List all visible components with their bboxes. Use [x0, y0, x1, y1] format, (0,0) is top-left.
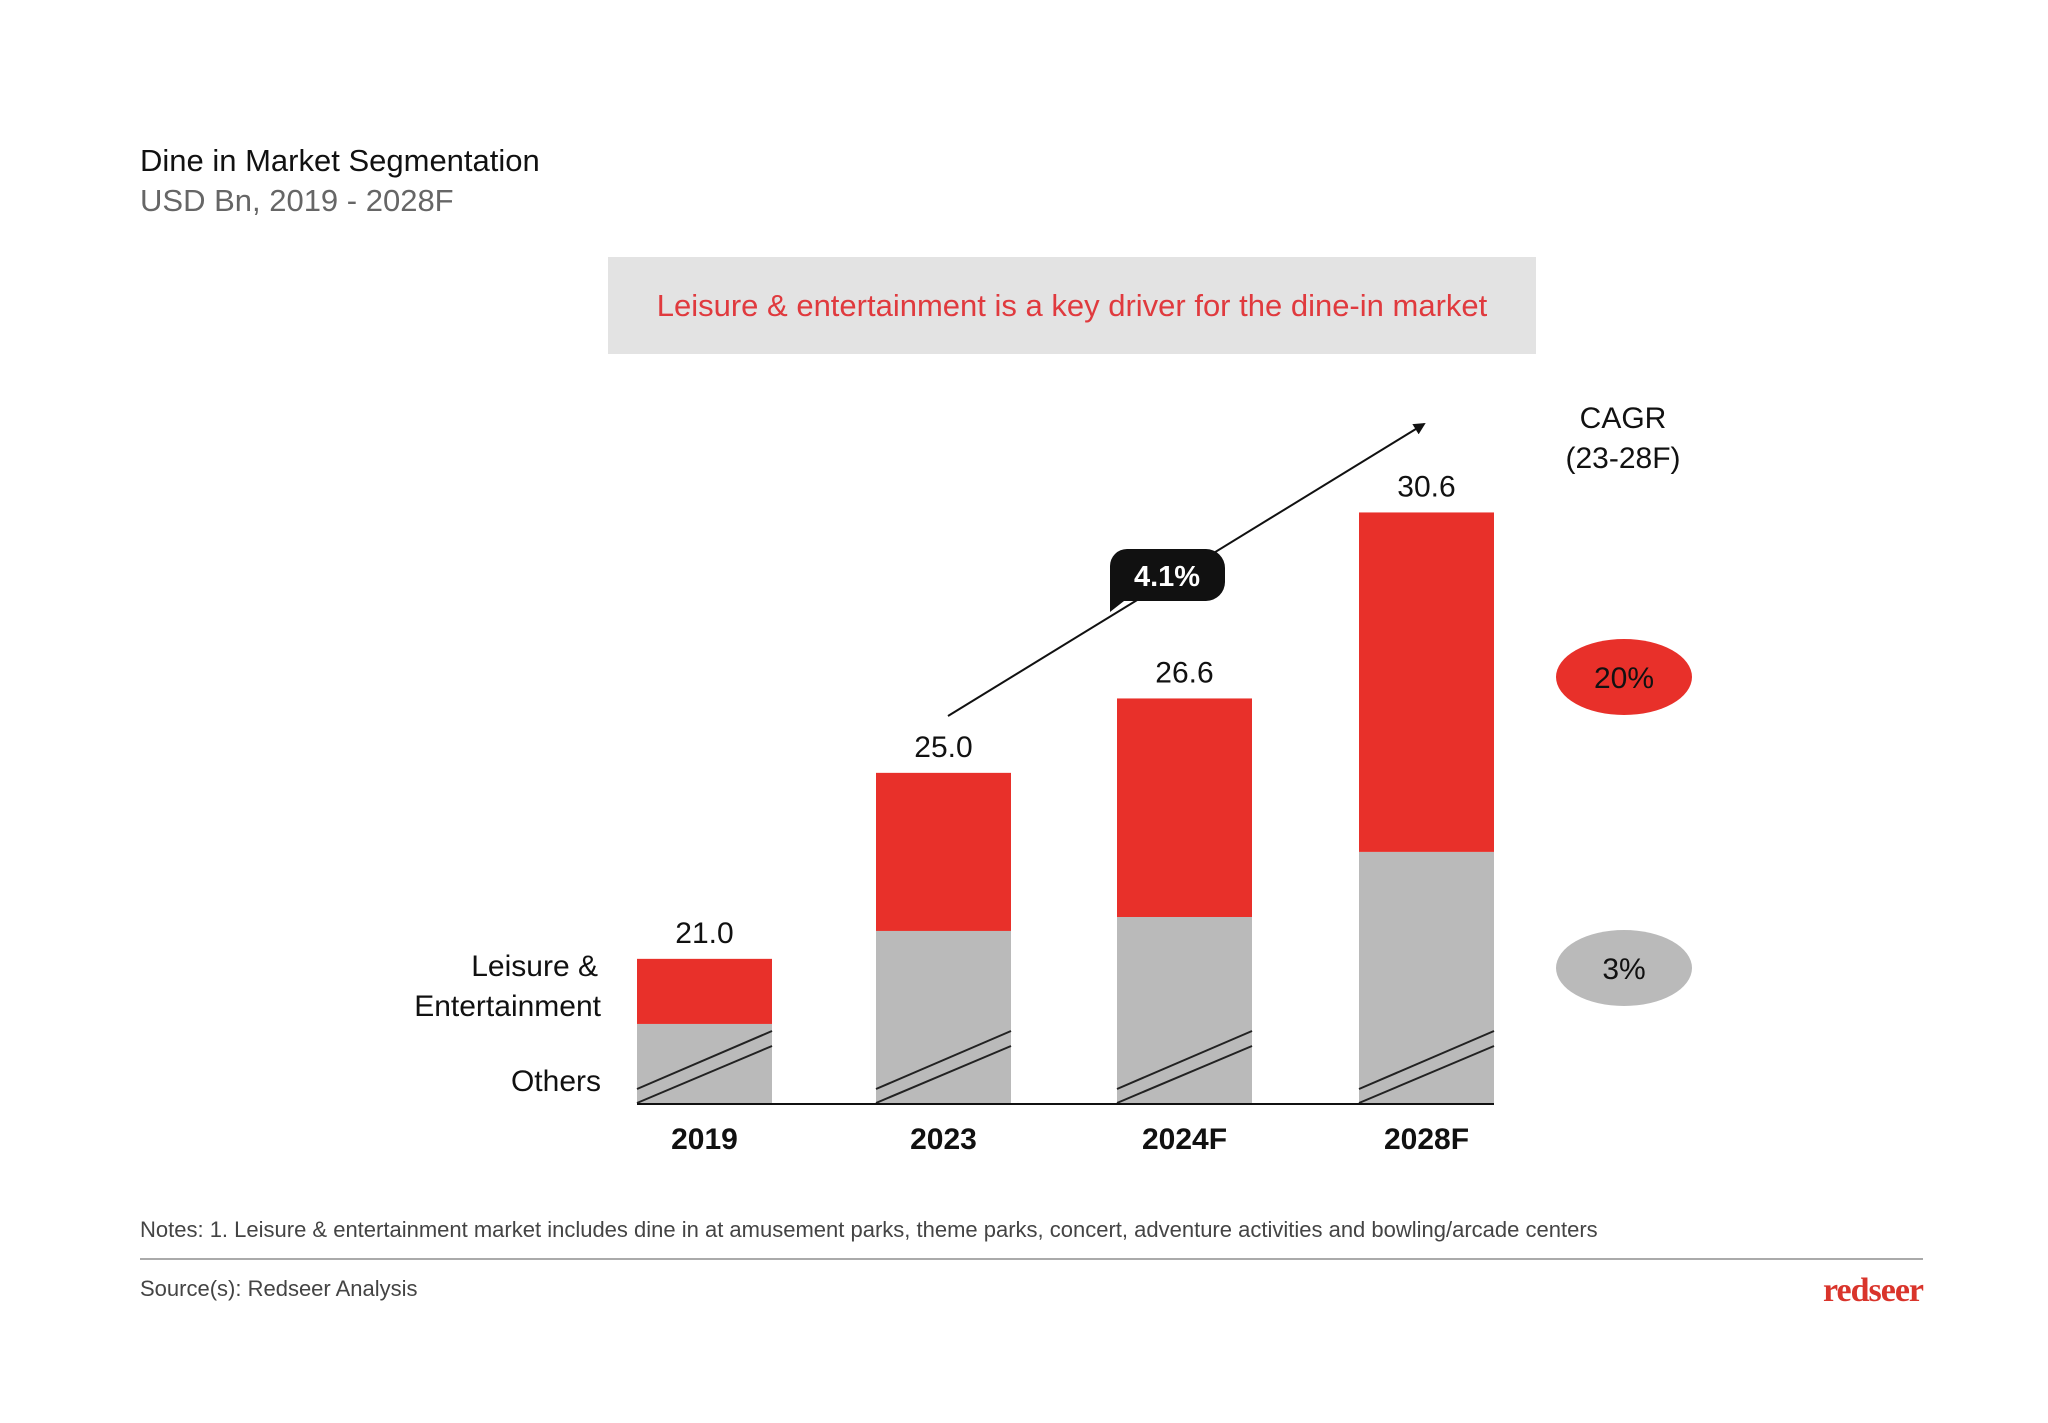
x-tick-label-2024F: 2024F: [1142, 1123, 1227, 1156]
redseer-logo: redseer: [1823, 1272, 1924, 1309]
chart-subtitle: USD Bn, 2019 - 2028F: [140, 183, 454, 218]
total-label-2019: 21.0: [675, 917, 733, 950]
axis-break-mark: [1116, 1045, 1253, 1104]
chart-notes: Notes: 1. Leisure & entertainment market…: [140, 1217, 1598, 1242]
axis-break-mark: [1116, 1030, 1253, 1090]
chart-source: Source(s): Redseer Analysis: [140, 1276, 418, 1301]
series-label-leisure-line1: Leisure &: [471, 950, 598, 983]
axis-break-mark: [1358, 1045, 1495, 1104]
total-label-2028F: 30.6: [1397, 470, 1455, 503]
series-label-leisure-line2: Entertainment: [414, 990, 601, 1023]
series-label-others: Others: [511, 1065, 601, 1098]
others-cagr-badge: [1556, 930, 1692, 1006]
total-label-2024F: 26.6: [1155, 656, 1213, 689]
chart-title: Dine in Market Segmentation: [140, 143, 540, 178]
axis-break-mark: [636, 1030, 773, 1090]
footer-divider: [140, 1258, 1923, 1260]
cagr-header-line2: (23-28F): [1565, 442, 1680, 475]
bar-leisure-2028F: [1359, 512, 1494, 852]
leisure-cagr-value: 20%: [1594, 662, 1654, 695]
bar-others-2019: [637, 1023, 772, 1103]
bar-others-2023: [876, 930, 1011, 1103]
x-tick-label-2019: 2019: [671, 1123, 738, 1156]
x-tick-label-2023: 2023: [910, 1123, 977, 1156]
axis-break-mark: [875, 1045, 1012, 1104]
overall-cagr-value: 4.1%: [1134, 561, 1200, 593]
overall-cagr-bubble: 4.1%: [1110, 549, 1225, 612]
total-label-2023: 25.0: [914, 731, 972, 764]
bar-leisure-2024F: [1117, 698, 1252, 917]
leisure-cagr-badge: [1556, 639, 1692, 715]
axis-break-mark: [636, 1045, 773, 1104]
bar-leisure-2019: [637, 958, 772, 1024]
x-tick-label-2028F: 2028F: [1384, 1123, 1469, 1156]
axis-break-mark: [875, 1030, 1012, 1090]
banner-text: Leisure & entertainment is a key driver …: [656, 287, 1488, 323]
others-cagr-value: 3%: [1602, 953, 1645, 986]
axis-break-mark: [1358, 1030, 1495, 1090]
bar-leisure-2023: [876, 772, 1011, 931]
key-message-banner: Leisure & entertainment is a key driver …: [608, 257, 1536, 354]
cagr-header-line1: CAGR: [1580, 402, 1667, 435]
bar-others-2028F: [1359, 851, 1494, 1103]
bar-others-2024F: [1117, 917, 1252, 1103]
